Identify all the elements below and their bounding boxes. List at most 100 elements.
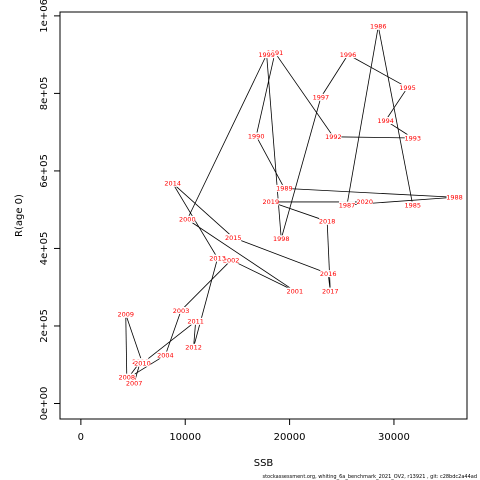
year-label: 2001 xyxy=(287,287,304,295)
year-label: 1986 xyxy=(370,23,387,31)
year-label-halo xyxy=(404,201,421,209)
year-label: 2012 xyxy=(185,344,202,352)
trajectory-segment xyxy=(270,201,328,222)
year-label-halo xyxy=(322,287,339,295)
trajectory-segment xyxy=(266,54,282,239)
year-label-halo xyxy=(209,254,226,262)
year-label-halo xyxy=(319,217,336,225)
year-label-halo xyxy=(134,359,151,367)
year-label: 2009 xyxy=(117,311,134,319)
x-tick-label: 0 xyxy=(78,432,84,443)
x-tick-label: 10000 xyxy=(169,432,201,443)
trajectory-segment xyxy=(255,52,276,137)
footer-note: stockassessment.org, whiting_6a_benchmar… xyxy=(262,474,477,480)
year-label: 2004 xyxy=(157,351,174,359)
trajectory-segment xyxy=(165,310,182,356)
year-label-halo xyxy=(399,84,416,92)
x-tick-label: 30000 xyxy=(378,432,410,443)
year-label: 1987 xyxy=(339,201,356,209)
year-label: 1988 xyxy=(446,194,463,202)
x-axis-label: SSB xyxy=(254,458,274,469)
year-label: 2000 xyxy=(179,216,196,224)
y-tick-label: 0e+00 xyxy=(39,387,50,421)
trajectory-segment xyxy=(193,258,218,348)
y-tick-label: 1e+06 xyxy=(39,0,50,33)
trajectory-segment xyxy=(274,52,334,138)
trajectory-segment xyxy=(125,314,128,378)
trajectory-segment xyxy=(333,136,413,139)
trajectory-segment xyxy=(125,314,143,364)
trajectory-segment xyxy=(326,221,331,292)
year-label-halo xyxy=(179,215,196,223)
year-label: 2016 xyxy=(320,270,337,278)
trajectory-segment xyxy=(346,26,379,206)
y-axis: 0e+00 2e+05 4e+05 6e+05 8e+05 1e+06 xyxy=(39,0,61,421)
year-label-halo xyxy=(276,184,293,192)
year-label: 1992 xyxy=(325,133,342,141)
year-label: 2020 xyxy=(356,198,373,206)
year-label: 1985 xyxy=(404,201,421,209)
year-label: 2014 xyxy=(164,180,181,188)
trajectory-segment xyxy=(172,183,234,238)
year-label-halo xyxy=(356,198,373,206)
year-label-halo xyxy=(325,133,342,141)
trajectory-segment xyxy=(377,26,414,206)
trajectory-segment xyxy=(187,219,296,292)
year-label: 2003 xyxy=(173,307,190,315)
year-label-halo xyxy=(157,351,174,359)
year-labels: 1985 1986 1987 1988 1989 1990 1991 1992 1993 1994… xyxy=(117,23,462,388)
year-label-halo xyxy=(404,134,421,142)
y-tick-label: 6e+05 xyxy=(39,154,50,188)
y-tick-label: 4e+05 xyxy=(39,232,50,266)
year-label: 2002 xyxy=(223,256,240,264)
year-label-halo xyxy=(187,317,204,325)
year-label: 2017 xyxy=(322,287,339,295)
year-label: 2019 xyxy=(263,198,280,206)
trajectory-segment xyxy=(280,97,322,239)
trajectory-segment xyxy=(142,321,196,364)
year-label: 2013 xyxy=(209,254,226,262)
year-label: 2015 xyxy=(225,234,242,242)
y-tick-label: 2e+05 xyxy=(39,309,50,343)
year-label-halo xyxy=(320,270,337,278)
year-label-halo xyxy=(262,198,279,206)
x-tick-label: 20000 xyxy=(274,432,306,443)
trajectory-segment xyxy=(180,259,232,311)
trajectory-segment xyxy=(255,135,285,189)
trajectory-segment xyxy=(347,54,408,88)
year-label: 1994 xyxy=(377,117,394,125)
year-label: 1996 xyxy=(340,51,357,59)
year-label: 2007 xyxy=(126,380,143,388)
year-label-halo xyxy=(273,235,290,243)
year-label-halo xyxy=(173,306,190,314)
year-label: 1995 xyxy=(399,84,416,92)
year-label: 1999 xyxy=(258,51,275,59)
year-label: 2008 xyxy=(119,373,136,381)
year-label-halo xyxy=(126,379,143,387)
year-label-halo xyxy=(338,201,355,209)
trajectory-segment xyxy=(193,321,197,348)
year-label-halo xyxy=(266,49,283,57)
year-label-halo xyxy=(223,256,240,264)
year-label: 1998 xyxy=(273,235,290,243)
year-label-halo xyxy=(185,343,202,351)
trajectory-segment xyxy=(320,54,349,98)
year-label-halo xyxy=(286,287,303,295)
year-label-halo xyxy=(370,22,387,30)
year-label-halo xyxy=(118,373,135,381)
year-label: 1991 xyxy=(267,49,284,57)
year-label: 1997 xyxy=(313,94,330,102)
year-label-halo xyxy=(225,234,242,242)
year-label-halo xyxy=(248,132,265,140)
x-axis: 0 10000 20000 30000 xyxy=(78,418,410,443)
year-label-halo xyxy=(164,179,181,187)
year-label: 2010 xyxy=(134,359,151,367)
year-label: 2018 xyxy=(319,218,336,226)
year-label-halo xyxy=(377,117,394,125)
plot-frame xyxy=(59,11,468,420)
year-label-halo xyxy=(312,93,329,101)
year-label: 1990 xyxy=(248,132,265,140)
year-label-halo xyxy=(340,51,357,59)
trajectory-segment xyxy=(284,187,455,198)
